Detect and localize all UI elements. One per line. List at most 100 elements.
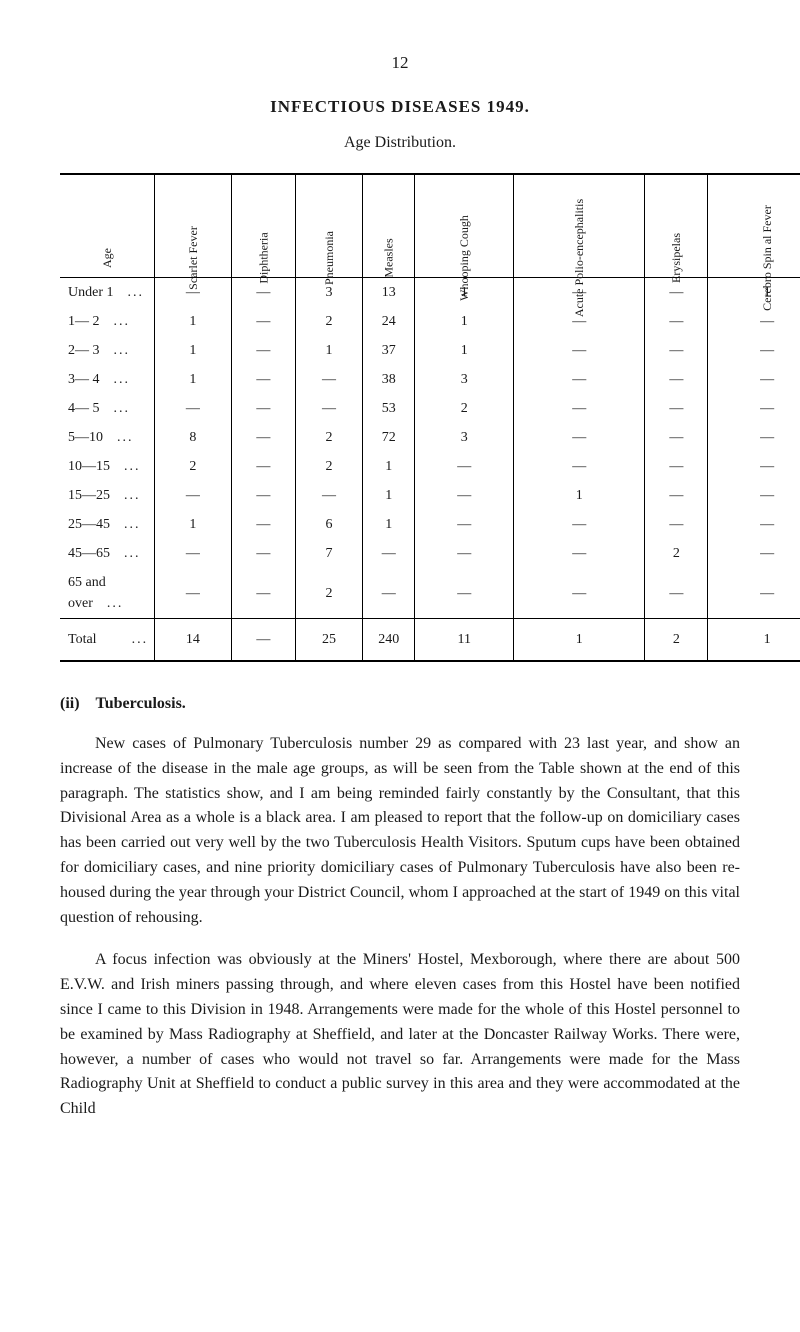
age-cell: 2— 3 ... — [60, 336, 155, 365]
data-cell: 1 — [296, 336, 363, 365]
table-row: 10—15 ...2—21———— — [60, 452, 800, 481]
table-row: 2— 3 ...1—1371——— — [60, 336, 800, 365]
data-cell: — — [645, 307, 708, 336]
paragraph-1: New cases of Pulmonary Tuberculosis numb… — [60, 732, 740, 930]
data-cell: — — [296, 365, 363, 394]
table-row: 45—65 ...——7———2— — [60, 539, 800, 568]
header-measles: Measles — [363, 174, 415, 278]
data-cell: — — [708, 394, 800, 423]
total-cell: 25 — [296, 619, 363, 662]
age-cell: 65 and over ... — [60, 568, 155, 619]
data-cell: 7 — [296, 539, 363, 568]
data-cell: — — [708, 568, 800, 619]
header-age: Age — [60, 174, 155, 278]
data-cell: — — [231, 568, 295, 619]
paragraph-2: A focus infection was obviously at the M… — [60, 948, 740, 1122]
age-cell: Under 1 ... — [60, 278, 155, 308]
data-cell: 2 — [645, 539, 708, 568]
main-title: INFECTIOUS DISEASES 1949. — [60, 94, 740, 120]
table-row: 4— 5 ...———532——— — [60, 394, 800, 423]
data-cell: — — [708, 510, 800, 539]
data-cell: — — [231, 307, 295, 336]
total-label: Total ... — [60, 619, 155, 662]
data-cell: 38 — [363, 365, 415, 394]
data-cell: 2 — [155, 452, 232, 481]
data-cell: 2 — [415, 394, 514, 423]
data-cell: 2 — [296, 568, 363, 619]
data-cell: — — [415, 452, 514, 481]
age-cell: 5—10 ... — [60, 423, 155, 452]
data-cell: — — [514, 452, 645, 481]
data-cell: — — [708, 539, 800, 568]
data-cell: — — [231, 365, 295, 394]
data-cell: 1 — [155, 365, 232, 394]
data-cell: 1 — [415, 336, 514, 365]
data-cell: 1 — [708, 278, 800, 308]
data-cell: 1 — [363, 452, 415, 481]
header-scarlet-fever: Scarlet Fever — [155, 174, 232, 278]
total-cell: 11 — [415, 619, 514, 662]
data-cell: — — [708, 365, 800, 394]
disease-table: Age Scarlet Fever Diphtheria Pneumonia M… — [60, 173, 800, 662]
table-row: 1— 2 ...1—2241——— — [60, 307, 800, 336]
section-title: (ii) Tuberculosis. — [60, 692, 740, 716]
header-pneumonia: Pneumonia — [296, 174, 363, 278]
data-cell: — — [645, 568, 708, 619]
data-cell: 1 — [363, 510, 415, 539]
data-cell: — — [708, 481, 800, 510]
data-cell: — — [645, 336, 708, 365]
data-cell: — — [231, 394, 295, 423]
data-cell: — — [708, 452, 800, 481]
age-cell: 25—45 ... — [60, 510, 155, 539]
table-row: 65 and over ...——2————— — [60, 568, 800, 619]
page-number: 12 — [60, 50, 740, 76]
data-cell: — — [514, 539, 645, 568]
data-cell: — — [645, 452, 708, 481]
data-cell: 13 — [363, 278, 415, 308]
data-cell: — — [514, 510, 645, 539]
age-cell: 3— 4 ... — [60, 365, 155, 394]
table-row: 15—25 ...———1—1—— — [60, 481, 800, 510]
data-cell: — — [514, 365, 645, 394]
table-row: 25—45 ...1—61———— — [60, 510, 800, 539]
age-cell: 10—15 ... — [60, 452, 155, 481]
data-cell: — — [415, 539, 514, 568]
data-cell: 2 — [296, 423, 363, 452]
table-row: 5—10 ...8—2723——— — [60, 423, 800, 452]
data-cell: 2 — [296, 452, 363, 481]
header-polio: Acute Polio-encephalitis — [514, 174, 645, 278]
data-cell: 6 — [296, 510, 363, 539]
data-cell: — — [155, 539, 232, 568]
data-cell: 1 — [155, 307, 232, 336]
data-cell: — — [231, 336, 295, 365]
data-cell: — — [415, 510, 514, 539]
data-cell: — — [155, 394, 232, 423]
data-cell: — — [514, 336, 645, 365]
data-cell: — — [155, 568, 232, 619]
total-cell: 2 — [645, 619, 708, 662]
data-cell: — — [514, 394, 645, 423]
data-cell: — — [415, 568, 514, 619]
data-cell: 1 — [415, 307, 514, 336]
data-cell: — — [231, 423, 295, 452]
table-row: Under 1 ...——3131——1 — [60, 278, 800, 308]
data-cell: 8 — [155, 423, 232, 452]
data-cell: 37 — [363, 336, 415, 365]
header-erysipelas: Erysipelas — [645, 174, 708, 278]
data-cell: — — [231, 510, 295, 539]
data-cell: 2 — [296, 307, 363, 336]
data-cell: — — [645, 481, 708, 510]
header-whooping-cough: Whooping Cough — [415, 174, 514, 278]
data-cell: — — [155, 481, 232, 510]
data-cell: — — [514, 568, 645, 619]
data-cell: — — [296, 481, 363, 510]
table-header-row: Age Scarlet Fever Diphtheria Pneumonia M… — [60, 174, 800, 278]
data-cell: — — [645, 365, 708, 394]
data-cell: 3 — [415, 365, 514, 394]
data-cell: — — [231, 481, 295, 510]
age-cell: 45—65 ... — [60, 539, 155, 568]
header-diphtheria: Diphtheria — [231, 174, 295, 278]
table-row: 3— 4 ...1——383——— — [60, 365, 800, 394]
data-cell: — — [363, 539, 415, 568]
subtitle: Age Distribution. — [60, 131, 740, 155]
